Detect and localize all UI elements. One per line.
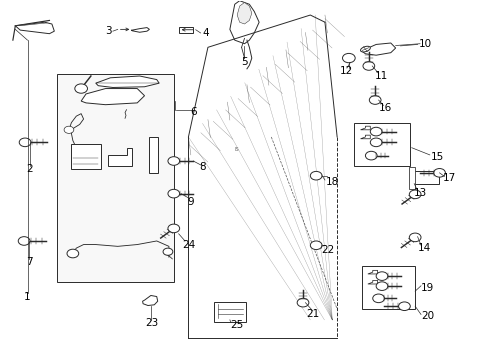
Circle shape (163, 248, 172, 255)
Circle shape (408, 190, 420, 199)
Circle shape (75, 84, 87, 93)
Text: 16: 16 (379, 103, 392, 113)
Polygon shape (131, 28, 149, 32)
Text: 11: 11 (374, 71, 387, 81)
Circle shape (372, 294, 384, 303)
Polygon shape (360, 135, 369, 139)
Circle shape (297, 298, 308, 307)
Text: 3: 3 (104, 26, 111, 36)
Circle shape (310, 171, 322, 180)
Polygon shape (367, 280, 377, 284)
Text: 4: 4 (202, 28, 208, 38)
Polygon shape (360, 126, 369, 130)
Text: 10: 10 (418, 39, 430, 49)
Text: 21: 21 (305, 310, 319, 319)
Circle shape (408, 233, 420, 242)
Circle shape (365, 151, 376, 160)
Circle shape (167, 157, 179, 165)
Text: 12: 12 (340, 66, 353, 76)
Text: 25: 25 (230, 320, 244, 330)
Text: 2: 2 (26, 164, 33, 174)
Bar (409, 171, 438, 184)
Text: 7: 7 (25, 257, 32, 267)
Circle shape (433, 168, 445, 177)
Text: 1: 1 (24, 292, 31, 302)
Text: 18: 18 (325, 177, 338, 187)
Circle shape (398, 302, 409, 311)
Bar (71, 144, 101, 169)
Circle shape (369, 138, 381, 147)
Circle shape (375, 282, 387, 291)
Polygon shape (367, 270, 377, 274)
Text: 23: 23 (145, 319, 158, 328)
Circle shape (64, 126, 74, 134)
Polygon shape (108, 148, 132, 166)
Polygon shape (142, 296, 158, 306)
Bar (178, 27, 193, 33)
Text: 5: 5 (241, 57, 247, 67)
Polygon shape (81, 89, 144, 105)
Circle shape (167, 189, 179, 198)
Text: 17: 17 (442, 173, 455, 183)
Text: 14: 14 (417, 243, 430, 253)
Polygon shape (229, 1, 259, 44)
Text: 24: 24 (182, 239, 195, 249)
Text: 15: 15 (429, 152, 443, 162)
Text: 8: 8 (198, 162, 205, 172)
Circle shape (369, 127, 381, 136)
Bar (408, 167, 414, 189)
Polygon shape (96, 76, 159, 87)
Ellipse shape (360, 46, 369, 52)
Bar (214, 302, 245, 321)
Circle shape (19, 138, 31, 147)
Bar (57, 74, 173, 282)
Polygon shape (237, 3, 251, 24)
Polygon shape (361, 43, 395, 55)
Circle shape (342, 53, 354, 63)
Circle shape (167, 224, 179, 233)
Circle shape (310, 241, 322, 249)
Polygon shape (15, 22, 54, 34)
Text: 22: 22 (320, 245, 333, 255)
Text: 20: 20 (420, 311, 433, 321)
Text: 13: 13 (412, 188, 426, 198)
Circle shape (67, 249, 79, 258)
Circle shape (368, 96, 380, 104)
Circle shape (375, 272, 387, 280)
Text: 9: 9 (187, 197, 194, 207)
Text: 19: 19 (420, 283, 433, 293)
Bar (361, 266, 414, 309)
Bar (353, 123, 409, 166)
Circle shape (18, 237, 30, 245)
Text: IS: IS (234, 147, 239, 152)
Text: 6: 6 (190, 107, 196, 117)
Circle shape (362, 62, 374, 70)
Bar (149, 137, 158, 173)
